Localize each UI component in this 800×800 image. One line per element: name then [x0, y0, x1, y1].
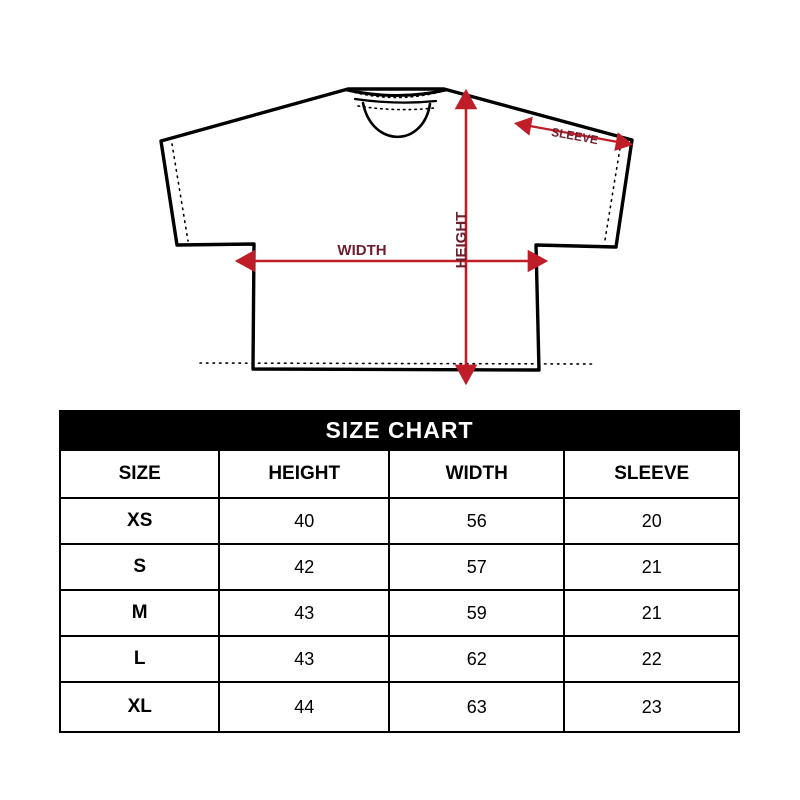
svg-text:WIDTH: WIDTH: [337, 242, 386, 259]
svg-text:HEIGHT: HEIGHT: [453, 212, 470, 269]
